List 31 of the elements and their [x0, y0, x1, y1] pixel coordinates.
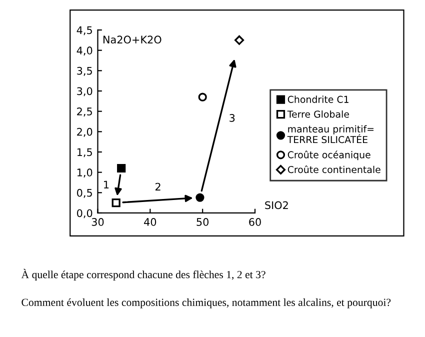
y-tick-label: 2,0: [77, 128, 92, 137]
y-tick-label: 4,5: [76, 26, 92, 36]
x-tick-label: 30: [92, 218, 104, 226]
y-tick-label: 1,5: [77, 148, 92, 158]
y-axis-title: Na2O+K2O: [103, 36, 162, 44]
point: [117, 164, 126, 173]
y-tick-label: 3,5: [77, 66, 92, 76]
legend-label: Chondrite C1: [288, 96, 348, 103]
point: [112, 198, 120, 208]
annotation: 1: [104, 180, 109, 188]
y-tick-label: 0,5: [77, 188, 92, 198]
point: [198, 92, 207, 102]
y-tick-label: 2,5: [77, 108, 92, 116]
x-axis-title: SIO2: [265, 201, 288, 210]
point: [196, 193, 204, 202]
text: À quelle étape correspond chacune des flèches 1, 2 et 3?: [21, 268, 266, 280]
text: Comment évoluent les compositions chimiques, notamment les alcalins, et pourquoi?: [22, 298, 391, 308]
x-tick-label: 60: [249, 218, 261, 226]
point: [234, 35, 244, 45]
y-tick-label: 3,0: [77, 87, 92, 96]
x-tick-label: 40: [144, 218, 156, 226]
y-tick-label: 4,0: [76, 46, 92, 56]
annotation: 3: [230, 114, 235, 122]
legend-label: Terre Globale: [287, 110, 349, 118]
y-tick-label: 1,0: [77, 168, 92, 178]
legend-label: Croûte océanique: [288, 150, 370, 160]
annotation: 2: [155, 182, 160, 191]
legend-label: manteau primitif= TERRE SILICATÉE: [287, 125, 374, 144]
x-tick-label: 50: [196, 218, 209, 226]
legend-label: Croûte continentale: [288, 165, 380, 174]
y-tick-label: 0,0: [77, 209, 92, 218]
